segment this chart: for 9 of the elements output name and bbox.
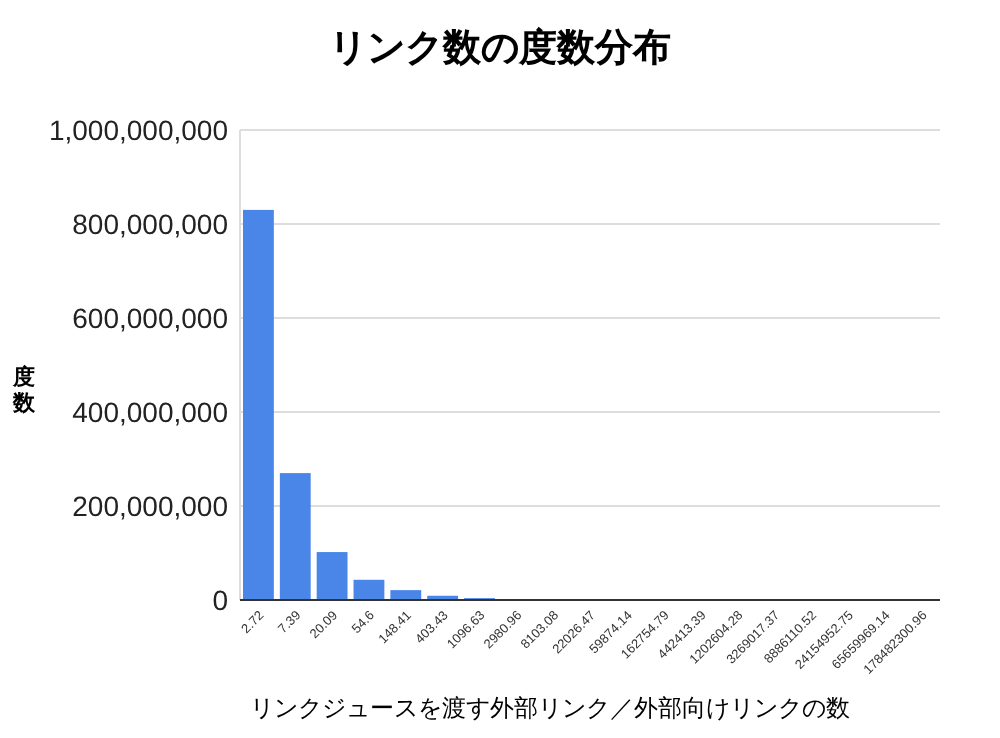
- y-tick-label: 600,000,000: [72, 302, 229, 334]
- x-axis-title: リンクジュースを渡す外部リンク／外部向けリンクの数: [250, 694, 850, 722]
- y-axis-title: 度数: [11, 364, 37, 416]
- chart-title: リンク数の度数分布: [329, 26, 671, 70]
- y-tick-label: 0: [212, 584, 229, 616]
- y-tick-label: 800,000,000: [72, 208, 229, 240]
- y-tick-label: 400,000,000: [72, 396, 229, 428]
- y-tick-label: 200,000,000: [72, 490, 229, 522]
- y-tick-label: 1,000,000,000: [48, 114, 229, 146]
